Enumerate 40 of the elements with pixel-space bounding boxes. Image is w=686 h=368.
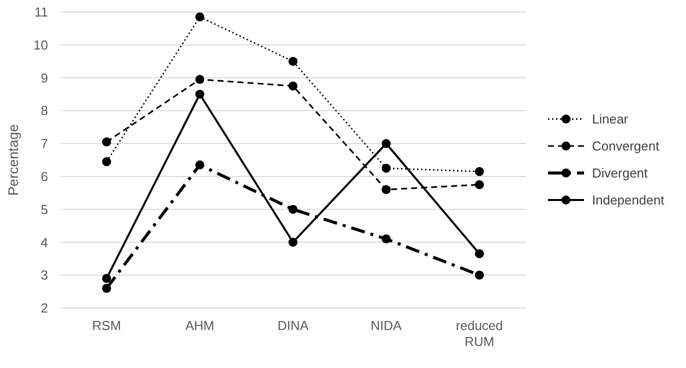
point [288, 56, 298, 66]
y-tick-label: 2 [40, 300, 48, 316]
y-axis-title: Percentage [5, 124, 21, 196]
y-tick-label: 4 [40, 234, 48, 250]
y-tick-label: 10 [34, 37, 48, 52]
point [474, 270, 484, 280]
point [288, 238, 298, 247]
legend-label: Convergent [592, 138, 660, 154]
y-tick-label: 3 [40, 268, 48, 283]
x-tick-label: AHM [185, 318, 214, 333]
point [102, 284, 112, 293]
y-tick-label: 5 [40, 202, 48, 217]
y-tick-label: 11 [34, 4, 48, 20]
point [382, 139, 391, 148]
point [102, 157, 112, 166]
point [474, 180, 484, 190]
point [288, 204, 298, 214]
point [474, 167, 484, 176]
y-tick-label: 9 [40, 70, 48, 86]
point [382, 234, 391, 244]
point [195, 12, 204, 22]
point [195, 90, 204, 99]
legend-label: Divergent [592, 166, 648, 181]
x-tick-label: NIDA [370, 318, 402, 333]
x-tick-label: RSM [92, 318, 122, 333]
point [474, 249, 484, 258]
x-tick-label: DINA [277, 318, 309, 333]
point [382, 185, 391, 194]
x-tick-label: reduced RUM [456, 318, 503, 349]
y-tick-label: 7 [40, 136, 48, 152]
point [288, 82, 298, 90]
y-tick-label: 8 [40, 103, 48, 118]
point [102, 274, 112, 283]
point [102, 137, 112, 146]
point [195, 74, 204, 84]
legend-label: Independent [592, 192, 665, 208]
point [382, 164, 391, 173]
point [195, 160, 204, 170]
y-tick-label: 6 [40, 168, 48, 184]
legend-label: Linear [592, 112, 629, 127]
